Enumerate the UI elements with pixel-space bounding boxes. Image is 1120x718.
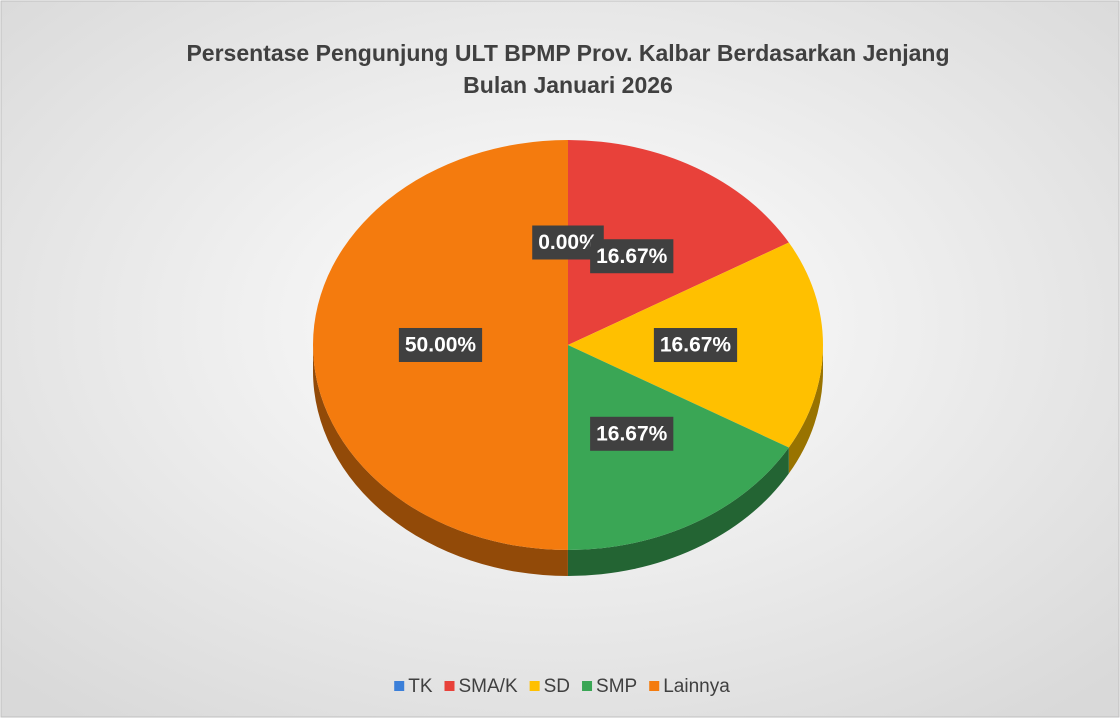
data-label-box [653,328,738,363]
legend-swatch [529,681,540,691]
legend-swatch [444,681,455,691]
data-label: 16.67% [596,245,668,268]
legend-item: TK [394,676,433,697]
legend-label: TK [408,676,433,697]
data-label: 0.00% [538,231,598,254]
legend-label: SMP [596,676,637,697]
legend-swatch [582,681,593,691]
data-label-group: 0.00% [532,225,604,260]
legend-item: SD [529,676,570,697]
slice-side [788,345,823,474]
legend-swatch [394,681,405,691]
data-label: 16.67% [596,422,668,445]
legend-item: SMA/K [444,676,518,697]
data-label-box [398,327,483,362]
chart-title: Persentase Pengunjung ULT BPMP Prov. Kal… [186,40,949,66]
slice [568,140,789,345]
legend-label: Lainnya [663,676,730,697]
data-label-box [590,416,674,451]
data-label-group: 16.67% [590,239,674,274]
slice [567,345,789,550]
legend-item: Lainnya [649,676,730,697]
slice-side [313,345,568,576]
data-label: 16.67% [660,334,732,357]
legend-label: SMA/K [459,676,518,697]
data-label-group: 50.00% [398,327,483,362]
legend-label: SD [544,676,570,697]
data-label-group: 16.67% [653,328,738,363]
chart-title: Bulan Januari 2026 [463,72,673,98]
legend-item: SMP [582,676,637,697]
slice-side [567,447,789,576]
data-label-group: 16.67% [590,416,674,451]
legend-swatch [649,681,660,691]
data-label: 50.00% [405,334,477,357]
data-label-box [590,239,674,274]
